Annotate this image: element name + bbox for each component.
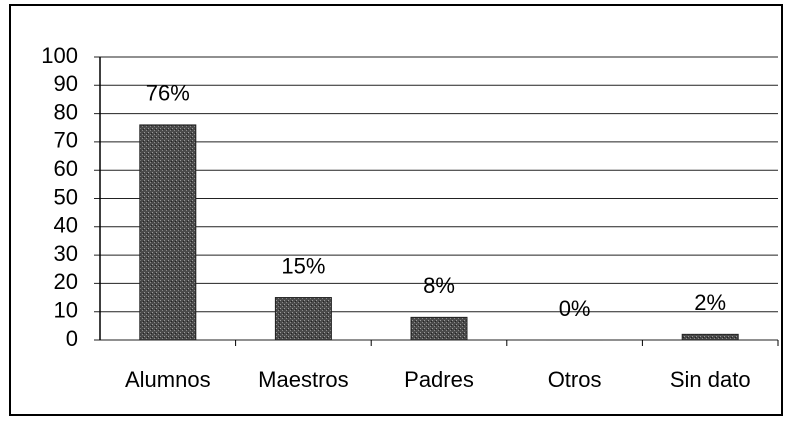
value-label: 2%	[694, 290, 726, 315]
bar	[139, 124, 197, 341]
y-tick-label: 10	[54, 298, 78, 323]
y-tick-label: 70	[54, 128, 78, 153]
chart-border	[9, 4, 783, 416]
y-tick-label: 50	[54, 184, 78, 209]
bar	[681, 333, 739, 341]
x-tick-label: Alumnos	[125, 367, 211, 392]
x-tick-label: Otros	[548, 367, 602, 392]
y-tick-label: 100	[41, 43, 78, 68]
value-label: 76%	[146, 81, 190, 106]
bar	[410, 316, 468, 341]
y-tick-label: 90	[54, 71, 78, 96]
y-tick-label: 60	[54, 156, 78, 181]
x-tick-label: Padres	[404, 367, 474, 392]
x-tick-label: Sin dato	[670, 367, 751, 392]
y-tick-label: 40	[54, 213, 78, 238]
y-tick-label: 80	[54, 99, 78, 124]
value-label: 8%	[423, 273, 455, 298]
value-label: 15%	[281, 253, 325, 278]
y-tick-label: 30	[54, 241, 78, 266]
value-label: 0%	[559, 296, 591, 321]
bar	[274, 297, 332, 341]
x-tick-label: Maestros	[258, 367, 348, 392]
y-tick-label: 0	[66, 326, 78, 351]
y-tick-label: 20	[54, 269, 78, 294]
